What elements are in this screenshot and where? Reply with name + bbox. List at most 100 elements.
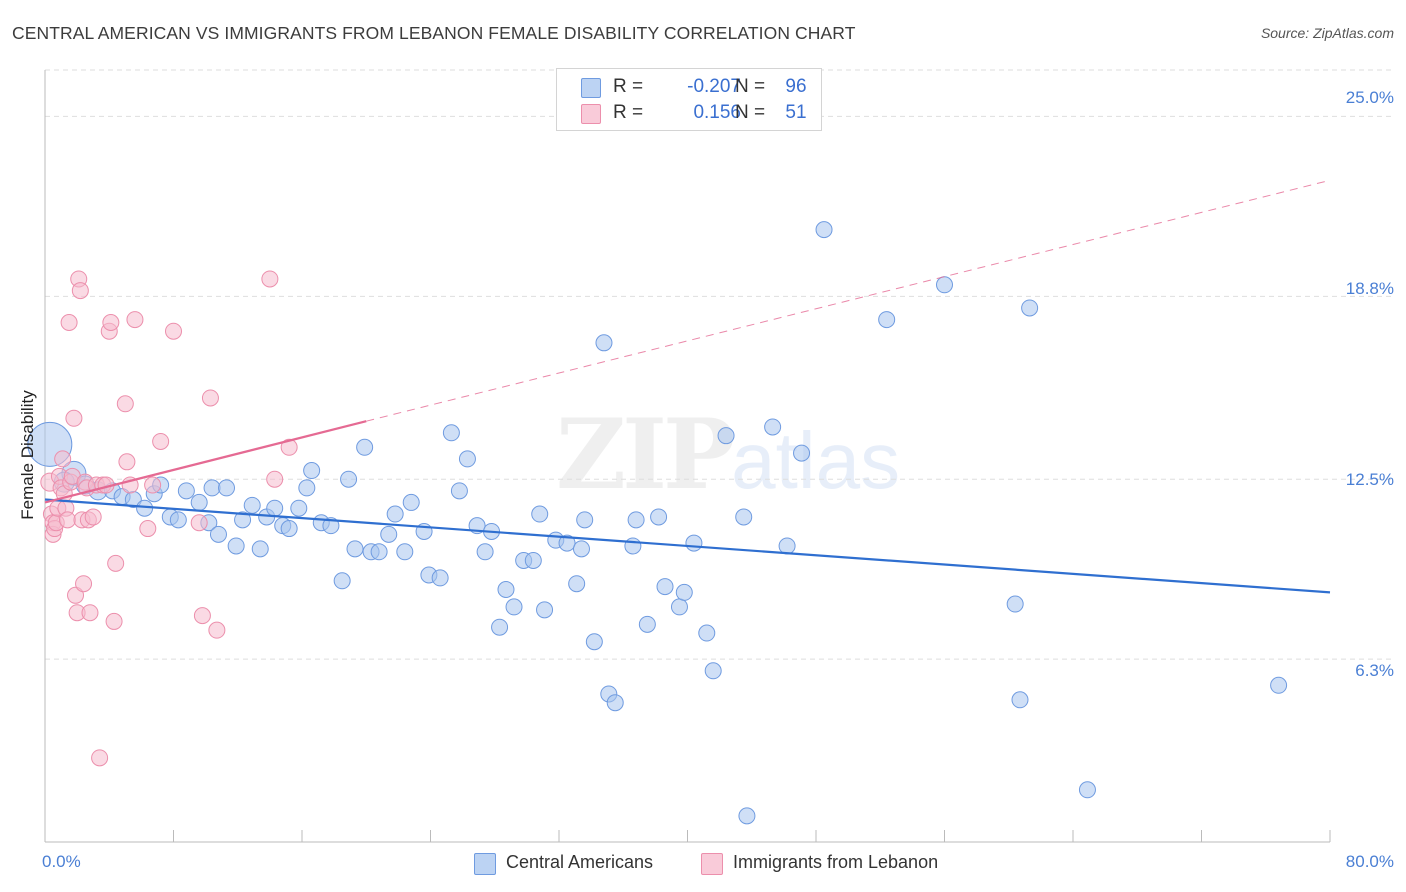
y-tick-label: 12.5% <box>1345 470 1394 489</box>
data-point-central-americans <box>1021 299 1039 317</box>
y-tick-label: 25.0% <box>1345 88 1394 107</box>
data-point-central-americans <box>303 462 321 480</box>
data-point-central-americans <box>738 807 756 825</box>
data-point-central-americans <box>497 581 515 599</box>
data-point-lebanon <box>54 450 72 468</box>
data-point-central-americans <box>209 525 227 543</box>
data-point-central-americans <box>606 694 624 712</box>
n-label: N = <box>735 102 766 123</box>
data-point-central-americans <box>685 534 703 552</box>
data-point-central-americans <box>396 543 414 561</box>
data-point-central-americans <box>764 418 782 436</box>
data-point-lebanon <box>65 409 83 427</box>
legend-label: Immigrants from Lebanon <box>733 852 939 872</box>
data-point-central-americans <box>505 598 523 616</box>
data-point-central-americans <box>290 499 308 517</box>
data-point-central-americans <box>638 615 656 633</box>
data-point-central-americans <box>380 525 398 543</box>
data-point-central-americans <box>322 517 340 535</box>
data-point-central-americans <box>402 493 420 511</box>
data-point-central-americans <box>458 450 476 468</box>
data-point-central-americans <box>558 534 576 552</box>
blue-swatch-icon <box>581 78 601 98</box>
data-point-central-americans <box>442 424 460 442</box>
data-point-central-americans <box>624 537 642 555</box>
data-point-lebanon <box>208 621 226 639</box>
data-point-central-americans <box>531 505 549 523</box>
x-tick-label-min: 0.0% <box>42 852 81 871</box>
data-point-central-americans <box>576 511 594 529</box>
data-point-central-americans <box>370 543 388 561</box>
data-point-central-americans <box>717 427 735 445</box>
data-point-central-americans <box>298 479 316 497</box>
trend-line-lebanon <box>44 420 367 504</box>
data-point-central-americans <box>524 551 542 569</box>
data-point-lebanon <box>81 604 99 622</box>
data-point-central-americans <box>698 624 716 642</box>
data-point-central-americans <box>227 537 245 555</box>
data-point-central-americans <box>793 444 811 462</box>
data-point-central-americans <box>356 438 374 456</box>
data-point-central-americans <box>1006 595 1024 613</box>
trend-line-lebanon-extension <box>366 179 1331 422</box>
data-point-central-americans <box>346 540 364 558</box>
data-point-lebanon <box>266 470 284 488</box>
data-point-central-americans <box>585 633 603 651</box>
legend-label: Central Americans <box>506 852 654 872</box>
n-value: 96 <box>785 76 807 97</box>
data-point-central-americans <box>627 511 645 529</box>
data-point-central-americans <box>190 493 208 511</box>
data-point-central-americans <box>243 496 261 514</box>
data-point-central-americans <box>735 508 753 526</box>
data-point-lebanon <box>201 389 219 407</box>
data-point-central-americans <box>568 575 586 593</box>
data-point-central-americans <box>936 276 953 294</box>
data-point-lebanon <box>261 270 279 288</box>
data-point-central-americans <box>431 569 449 587</box>
data-point-central-americans <box>704 662 722 680</box>
data-point-central-americans <box>169 511 187 529</box>
y-axis-label: Female Disability <box>18 390 37 520</box>
data-point-lebanon <box>84 508 102 526</box>
data-point-lebanon <box>67 586 85 604</box>
pink-swatch-icon <box>701 853 723 875</box>
data-point-lebanon <box>105 612 123 630</box>
data-point-central-americans <box>1011 691 1029 709</box>
data-point-central-americans <box>1078 781 1096 799</box>
data-point-lebanon <box>193 607 211 625</box>
data-point-central-americans <box>1270 676 1288 694</box>
data-point-lebanon <box>139 520 157 538</box>
data-point-lebanon <box>118 453 136 471</box>
data-point-central-americans <box>340 470 358 488</box>
data-point-central-americans <box>136 499 154 517</box>
data-point-central-americans <box>251 540 269 558</box>
r-value: 0.156 <box>693 102 741 123</box>
r-label: R = <box>613 102 644 123</box>
r-value: -0.207 <box>687 76 741 97</box>
data-point-central-americans <box>333 572 351 590</box>
data-point-central-americans <box>595 334 613 352</box>
data-point-central-americans <box>234 511 252 529</box>
data-point-central-americans <box>450 482 468 500</box>
data-point-lebanon <box>91 749 109 767</box>
data-point-central-americans <box>572 540 590 558</box>
data-point-lebanon <box>165 322 182 340</box>
data-point-lebanon <box>144 476 162 494</box>
data-point-central-americans <box>491 618 509 636</box>
data-point-lebanon <box>71 282 89 300</box>
n-value: 51 <box>785 102 807 123</box>
y-tick-label: 6.3% <box>1355 661 1394 680</box>
data-point-lebanon <box>102 313 120 331</box>
pink-swatch-icon <box>581 104 601 124</box>
data-point-central-americans <box>536 601 554 619</box>
r-label: R = <box>613 76 644 97</box>
data-point-lebanon <box>152 432 170 450</box>
data-point-lebanon <box>60 313 78 331</box>
data-point-central-americans <box>386 505 404 523</box>
data-point-central-americans <box>650 508 668 526</box>
data-point-lebanon <box>58 511 76 529</box>
n-label: N = <box>735 76 766 97</box>
data-point-lebanon <box>280 438 298 456</box>
data-point-central-americans <box>266 499 284 517</box>
